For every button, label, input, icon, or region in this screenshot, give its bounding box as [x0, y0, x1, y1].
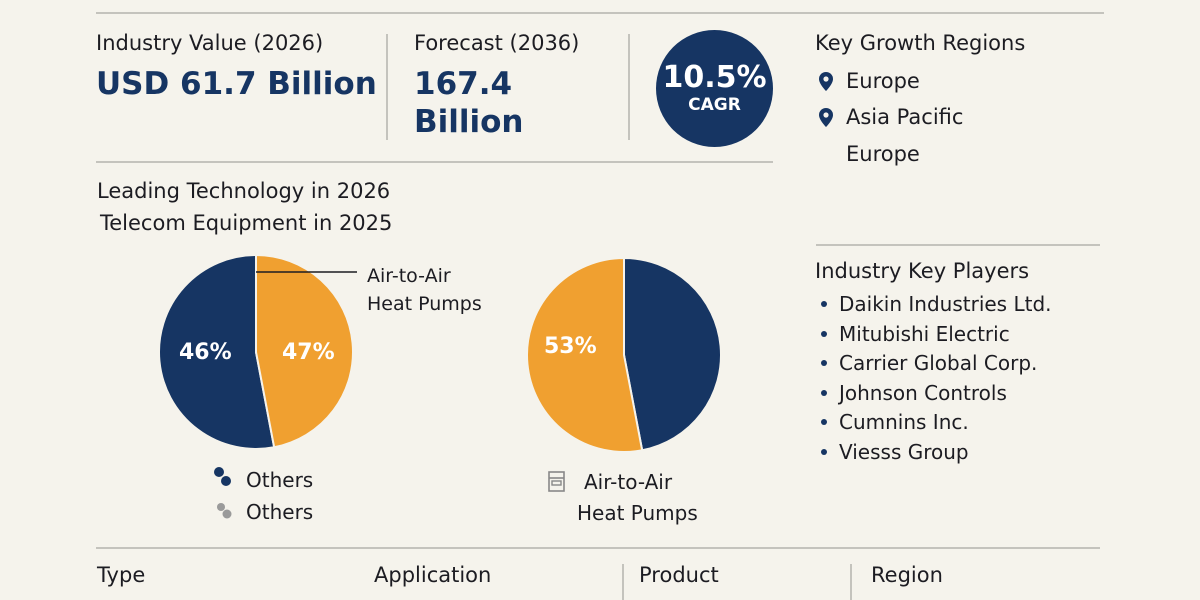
bullet-icon [821, 301, 827, 307]
tech-title-1: Leading Technology in 2026 [97, 179, 391, 203]
divider [816, 244, 1100, 246]
key-player-name: Mitubishi Electric [839, 321, 1010, 346]
regions-title: Key Growth Regions [815, 31, 1026, 55]
pie2-slice-heatpumps [526, 256, 644, 453]
tab-region[interactable]: Region [871, 563, 943, 587]
key-player-item: Carrier Global Corp. [815, 349, 1052, 379]
key-player-name: Johnson Controls [839, 380, 1007, 405]
pie1-slice-heatpumps [255, 253, 354, 449]
forecast-value-2: Billion [414, 104, 524, 140]
key-player-name: Cumnins Inc. [839, 410, 969, 435]
bullet-icon [821, 419, 827, 426]
bullet-icon [821, 448, 827, 455]
pie1-label-heatpumps: 47% [282, 340, 335, 365]
pie1-label-others: 46% [179, 340, 232, 365]
legend-others: Others [246, 468, 314, 492]
legend-others: Others [246, 500, 314, 524]
map-pin-icon [819, 108, 833, 127]
region-item: Europe [846, 142, 920, 166]
divider [622, 564, 624, 600]
key-player-item: Johnson Controls [815, 379, 1052, 409]
bullet-icon [821, 330, 827, 337]
key-players-title: Industry Key Players [815, 259, 1030, 283]
navy-dots-icon [214, 467, 231, 486]
key-player-item: Cumnins Inc. [815, 408, 1052, 438]
key-player-item: Viesss Group [815, 438, 1052, 468]
tab-type[interactable]: Type [97, 563, 146, 587]
top-divider [96, 12, 1104, 14]
bullet-icon [821, 389, 827, 396]
cagr-label: CAGR [688, 95, 741, 115]
pie2-slice-other [623, 256, 722, 452]
divider [850, 564, 852, 600]
tech-title-2: Telecom Equipment in 2025 [100, 211, 393, 235]
industry-value-label: Industry Value (2026) [96, 31, 324, 55]
forecast-label: Forecast (2036) [414, 31, 580, 55]
region-item: Asia Pacific [846, 105, 964, 129]
map-pin-icon [819, 72, 833, 91]
divider [96, 547, 1100, 549]
key-player-item: Daikin Industries Ltd. [815, 290, 1052, 320]
tab-application[interactable]: Application [374, 563, 492, 587]
callout-line1: Air-to-Air [367, 265, 451, 287]
divider [386, 34, 388, 140]
legend-heatpumps-2: Heat Pumps [577, 501, 698, 525]
legend-heatpumps-1: Air-to-Air [584, 470, 673, 494]
key-players-list: Daikin Industries Ltd. Mitubishi Electric… [815, 290, 1052, 468]
key-player-name: Carrier Global Corp. [839, 351, 1038, 376]
industry-value: USD 61.7 Billion [96, 66, 377, 102]
cagr-value: 10.5% [662, 60, 767, 95]
divider [96, 161, 773, 163]
pie2-label-heatpumps: 53% [544, 334, 597, 359]
cagr-badge: 10.5% CAGR [656, 30, 773, 147]
pie1-callout: Air-to-Air Heat Pumps [367, 262, 482, 318]
key-player-name: Viesss Group [839, 439, 969, 464]
pie1-slice-others [158, 253, 276, 450]
divider [628, 34, 630, 140]
callout-line2: Heat Pumps [367, 293, 482, 315]
bullet-icon [821, 360, 827, 367]
key-player-item: Mitubishi Electric [815, 320, 1052, 350]
forecast-value-1: 167.4 [414, 66, 513, 102]
tab-product[interactable]: Product [639, 563, 719, 587]
key-player-name: Daikin Industries Ltd. [839, 292, 1052, 316]
unit-icon [548, 471, 565, 492]
region-item: Europe [846, 69, 920, 93]
gray-dots-icon [217, 503, 232, 519]
